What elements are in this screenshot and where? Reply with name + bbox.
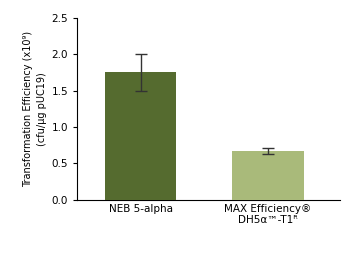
Y-axis label: Transformation Efficiency (x10⁹)
(cfu/µg pUC19): Transformation Efficiency (x10⁹) (cfu/µg… [23, 31, 47, 187]
Bar [232, 151, 304, 200]
Bar [105, 72, 176, 200]
